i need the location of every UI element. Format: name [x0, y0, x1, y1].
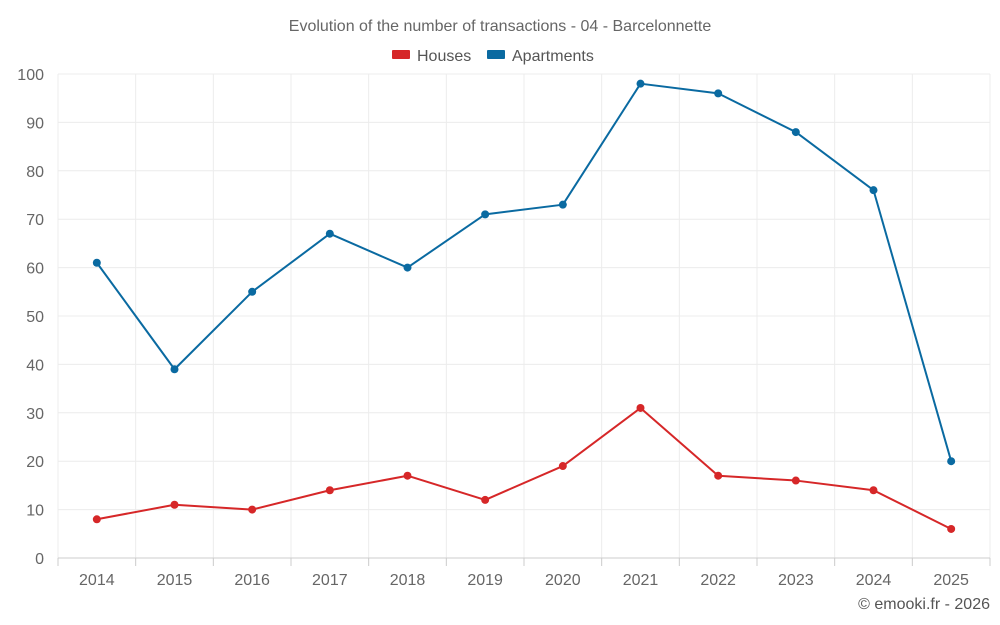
y-tick-label: 40 [26, 357, 44, 374]
y-tick-label: 100 [17, 67, 44, 84]
series-line-apartments [96, 82, 953, 462]
credit-text: © emooki.fr - 2026 [858, 596, 990, 613]
data-point-houses[interactable] [791, 476, 800, 485]
data-point-apartments[interactable] [947, 457, 956, 466]
chart-title: Evolution of the number of transactions … [289, 18, 712, 35]
data-point-houses[interactable] [170, 500, 179, 509]
data-point-apartments[interactable] [558, 200, 567, 209]
legend-label-apartments[interactable]: Apartments [512, 48, 594, 65]
series-line-houses [96, 406, 952, 530]
legend: Houses Apartments [392, 48, 594, 65]
data-point-apartments[interactable] [92, 258, 101, 267]
series [92, 79, 956, 533]
data-point-apartments[interactable] [791, 128, 800, 137]
data-point-houses[interactable] [403, 471, 412, 480]
data-point-houses[interactable] [558, 462, 567, 471]
y-tick-label: 20 [26, 454, 44, 471]
data-point-apartments[interactable] [481, 210, 490, 219]
axes: 0 10 20 30 40 50 60 70 80 90 100 2014 2015 2016 2017 20… [17, 67, 991, 589]
data-point-apartments[interactable] [403, 263, 412, 272]
data-point-houses[interactable] [248, 505, 257, 514]
x-tick-label: 2016 [234, 572, 270, 589]
legend-swatch-apartments [487, 50, 505, 59]
x-tick-label: 2020 [545, 572, 581, 589]
y-tick-label: 50 [26, 309, 44, 326]
data-point-apartments[interactable] [636, 79, 645, 88]
data-point-houses[interactable] [325, 486, 334, 495]
y-tick-label: 30 [26, 406, 44, 423]
x-tick-label: 2024 [856, 572, 892, 589]
x-tick-label: 2019 [467, 572, 503, 589]
data-point-apartments[interactable] [325, 229, 334, 238]
data-point-houses[interactable] [947, 524, 956, 533]
y-tick-label: 90 [26, 115, 44, 132]
series-apartments [92, 79, 956, 466]
y-tick-label: 60 [26, 261, 44, 278]
x-tick-label: 2025 [933, 572, 969, 589]
legend-swatch-houses [392, 50, 410, 59]
data-point-apartments[interactable] [170, 365, 179, 374]
x-tick-label: 2021 [623, 572, 659, 589]
data-point-houses[interactable] [714, 471, 723, 480]
grid [57, 73, 991, 558]
y-tick-label: 0 [35, 551, 44, 568]
y-tick-label: 70 [26, 212, 44, 229]
x-tick-label: 2023 [778, 572, 814, 589]
x-tick-label: 2018 [390, 572, 426, 589]
data-point-apartments[interactable] [869, 186, 878, 195]
x-tick-label: 2015 [157, 572, 193, 589]
x-tick-label: 2017 [312, 572, 348, 589]
x-tick-label: 2022 [700, 572, 736, 589]
data-point-houses[interactable] [92, 515, 101, 524]
legend-label-houses[interactable]: Houses [417, 48, 471, 65]
x-tick-label: 2014 [79, 572, 115, 589]
data-point-apartments[interactable] [248, 287, 257, 296]
data-point-houses[interactable] [636, 403, 645, 412]
data-point-apartments[interactable] [714, 89, 723, 98]
series-houses [92, 403, 956, 533]
data-point-houses[interactable] [481, 495, 490, 504]
y-tick-label: 10 [26, 503, 44, 520]
y-tick-label: 80 [26, 164, 44, 181]
data-point-houses[interactable] [869, 486, 878, 495]
